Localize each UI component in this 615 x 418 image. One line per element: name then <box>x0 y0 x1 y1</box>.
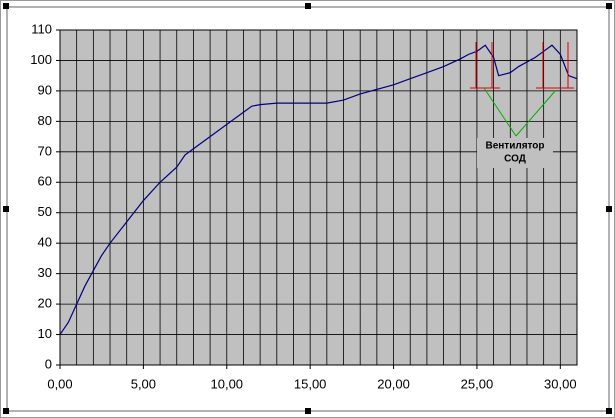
handle[interactable] <box>606 408 612 414</box>
y-tick-label: 50 <box>38 204 52 219</box>
y-tick-label: 70 <box>38 143 52 158</box>
y-tick-label: 80 <box>38 113 52 128</box>
handle[interactable] <box>3 206 9 212</box>
handle[interactable] <box>3 3 9 9</box>
plot-area: 0 10 20 30 40 50 60 70 80 90 100 110 0,00 5,00 10,00 15… <box>30 21 578 391</box>
plot-background <box>60 30 577 365</box>
y-tick-label: 110 <box>31 21 52 36</box>
y-tick-label: 0 <box>45 356 52 371</box>
x-tick-label: 20,00 <box>377 376 410 391</box>
data-line <box>59 44 578 335</box>
selection-handles <box>3 3 612 414</box>
handle[interactable] <box>606 3 612 9</box>
green-pointer <box>483 87 517 137</box>
y-tick-label: 100 <box>30 52 52 67</box>
green-pointer <box>515 89 557 137</box>
y-tick-label: 90 <box>38 82 52 97</box>
x-tick-label: 15,00 <box>294 376 327 391</box>
y-tick-label: 10 <box>38 326 52 341</box>
handle[interactable] <box>3 408 9 414</box>
annotation-box <box>477 138 553 168</box>
y-tick-label: 40 <box>38 235 52 250</box>
x-tick-label: 5,00 <box>131 376 156 391</box>
y-tick-label: 30 <box>38 265 52 280</box>
y-tick-label: 20 <box>38 296 52 311</box>
plot-border <box>59 29 578 366</box>
x-tick-label: 0,00 <box>47 376 72 391</box>
handle[interactable] <box>305 408 311 414</box>
x-tick-label: 25,00 <box>461 376 494 391</box>
x-tick-label: 10,00 <box>211 376 244 391</box>
annotation: СОД <box>504 154 526 165</box>
annotation-arrows: Вентилятор СОД <box>470 42 574 168</box>
handle[interactable] <box>305 3 311 9</box>
handle[interactable] <box>606 206 612 212</box>
annotation: Вентилятор <box>485 141 544 152</box>
y-tick-label: 60 <box>38 174 52 189</box>
x-tick-label: 30,00 <box>544 376 577 391</box>
